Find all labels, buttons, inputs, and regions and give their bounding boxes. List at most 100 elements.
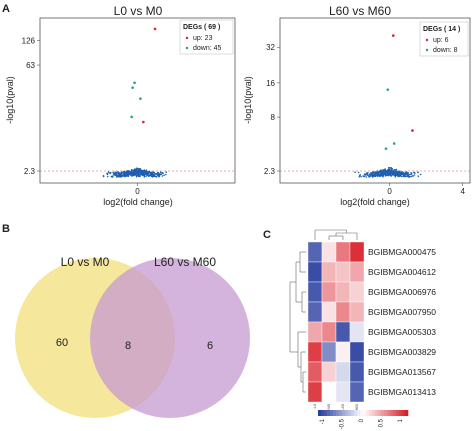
data-point-ns (390, 175, 393, 177)
data-point-ns (404, 175, 407, 177)
data-point-ns (115, 171, 118, 174)
data-point-ns (122, 171, 125, 173)
data-point-ns (358, 176, 361, 178)
data-point-ns (140, 171, 143, 174)
legend-box (179, 19, 234, 55)
x-tick-label: 0 (387, 187, 392, 196)
data-point-ns (381, 169, 384, 171)
data-point-ns (145, 175, 148, 177)
heatmap-row-label: BGIBMGA007950 (368, 307, 436, 317)
venn-set-l60-m60 (90, 258, 250, 418)
data-point-ns (368, 173, 371, 176)
data-point-ns (379, 175, 382, 177)
data-point-ns (115, 174, 118, 176)
data-point-ns (413, 171, 415, 174)
data-point-ns (136, 174, 139, 176)
data-point-ns (417, 171, 419, 174)
data-point-ns (382, 175, 384, 178)
color-scale-step (399, 410, 403, 416)
data-point-up (411, 129, 414, 132)
data-point-up (153, 27, 157, 31)
data-point-ns (132, 170, 135, 173)
color-scale-step (387, 410, 391, 416)
data-point-ns (400, 175, 402, 177)
data-point-ns (155, 176, 158, 178)
data-point-ns (390, 171, 392, 173)
data-point-ns (402, 174, 405, 176)
data-point-ns (357, 171, 360, 174)
data-point-ns (405, 171, 407, 174)
data-point-ns (123, 173, 125, 175)
y-tick-label: 32 (266, 43, 275, 52)
heatmap-col-label: M60 (354, 403, 359, 412)
data-point-ns (139, 168, 142, 170)
data-point-down (392, 142, 396, 145)
data-point-ns (131, 175, 134, 177)
data-point-ns (127, 175, 130, 177)
data-point-ns (128, 172, 131, 174)
heatmap-cell (349, 261, 365, 283)
data-point-ns (389, 172, 391, 175)
data-point-ns (419, 173, 422, 176)
data-point-ns (137, 168, 140, 171)
data-point-ns (371, 173, 373, 175)
data-point-ns (157, 171, 159, 174)
data-point-ns (160, 173, 163, 175)
data-point-ns (379, 172, 381, 174)
heatmap-cell (349, 281, 365, 303)
color-scale-step (360, 410, 364, 416)
data-point-ns (143, 173, 146, 176)
color-scale-tick-label: 0.5 (379, 418, 385, 427)
venn-set-label: L60 vs M60 (154, 255, 216, 269)
legend-up-swatch (185, 36, 189, 40)
data-point-ns (376, 175, 379, 177)
heatmap-cell (335, 361, 351, 383)
color-scale-step (363, 410, 367, 416)
data-point-ns (130, 173, 132, 176)
data-point-ns (395, 169, 397, 172)
heatmap: BGIBMGA000475 BGIBMGA004612 BGIBMGA006976 B… (289, 229, 436, 429)
color-scale-step (348, 410, 352, 416)
data-point-ns (132, 173, 135, 176)
color-scale-step (405, 410, 409, 416)
y-tick-label: 16 (266, 79, 275, 88)
legend-down-label: down: 45 (193, 45, 222, 52)
venn-diagram: L0 vs M0 L60 vs M60 60 8 6 (15, 255, 250, 418)
data-point-ns (384, 168, 386, 170)
data-point-ns (158, 176, 160, 178)
x-axis-label: log2(fold change) (103, 197, 173, 207)
data-point-ns (388, 166, 390, 169)
color-scale-step (327, 410, 331, 416)
data-point-ns (138, 170, 141, 172)
legend-up-label: up: 23 (193, 35, 213, 42)
data-point-ns (410, 172, 413, 175)
data-point-ns (158, 173, 160, 175)
heatmap-cell (321, 281, 337, 303)
data-point-ns (135, 175, 138, 178)
data-point-ns (375, 171, 377, 174)
data-point-ns (110, 171, 112, 174)
color-scale-step (390, 410, 394, 416)
y-tick-label: 8 (271, 113, 276, 122)
data-point-ns (145, 173, 147, 175)
venn-count-intersection: 8 (125, 340, 131, 352)
heatmap-cell (307, 361, 323, 383)
data-point-ns (395, 174, 398, 177)
data-point-ns (405, 173, 408, 175)
data-point-ns (161, 175, 164, 177)
heatmap-cell (349, 301, 365, 323)
data-point-ns (400, 171, 403, 174)
venn-set-label: L0 vs M0 (61, 255, 110, 269)
venn-count-only-b: 6 (207, 340, 213, 352)
heatmap-row-label: BGIBMGA013413 (368, 387, 436, 397)
color-scale-step (354, 410, 358, 416)
data-point-ns (130, 169, 133, 172)
data-point-ns (384, 173, 387, 176)
panel-label-a: A (2, 3, 10, 15)
data-point-ns (380, 170, 382, 172)
data-point-ns (403, 175, 406, 178)
data-point-ns (402, 173, 405, 175)
color-scale-tick-label: -1 (320, 418, 326, 424)
data-point-ns (142, 173, 144, 175)
